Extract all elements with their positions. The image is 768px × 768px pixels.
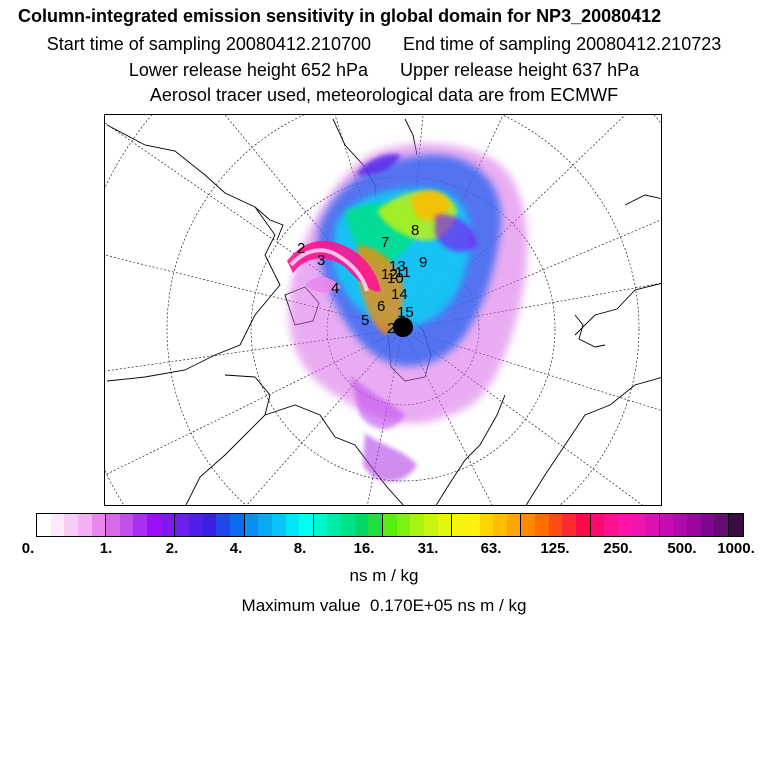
colorbar-swatch [700,514,715,536]
trajectory-label: 2 [297,240,305,257]
colorbar-swatch [423,514,438,536]
colorbar-tick: 63. [480,540,502,557]
colorbar-swatch [147,514,161,536]
trajectory-label: 7 [381,234,389,251]
maximum-value-unit: ns m / kg [457,596,527,615]
colorbar-tick: 250. [603,540,633,557]
colorbar-swatch [437,514,452,536]
colorbar-tick: 1000. [717,540,755,557]
plot-title: Column-integrated emission sensitivity i… [18,6,662,26]
colorbar-swatch [631,514,646,536]
colorbar-swatch [327,514,342,536]
sensitivity-plume [287,143,528,482]
end-time-label: End time of sampling 20080412.210723 [403,34,722,54]
start-time-label: Start time of sampling 20080412.210700 [46,34,371,54]
colorbar-swatch [479,514,494,536]
colorbar-swatch [105,514,120,536]
trajectory-label: 4 [331,280,339,297]
lower-release-label: Lower release height 652 hPa [128,60,368,80]
colorbar-swatch [160,514,175,536]
colorbar-swatch [493,514,507,536]
trajectory-label: 15 [397,304,414,321]
maximum-value-number: 0.170E+05 [370,596,453,615]
colorbar-swatch [119,514,134,536]
colorbar-swatch [354,514,369,536]
colorbar-swatch [535,514,549,536]
colorbar-swatch [645,514,659,536]
colorbar-swatch [687,514,701,536]
sampling-times: Start time of sampling 20080412.210700 En… [0,34,768,55]
colorbar-swatch [285,514,300,536]
trajectory-label: 3 [317,252,325,269]
colorbar-tick: 16. [353,540,375,557]
trajectory-label: 9 [419,254,427,271]
colorbar-swatch [548,514,563,536]
colorbar-swatch [562,514,576,536]
colorbar-swatch [216,514,230,536]
colorbar-ticks: 0. 1. 2. 4. 8. 16. 31. 63. 125. 250. 500… [0,540,768,560]
colorbar-swatch [673,514,688,536]
trajectory-labels: 2 3 4 5 6 7 8 9 10 11 12 13 14 15 20 [297,222,427,337]
colorbar-swatch [396,514,411,536]
colorbar-tick: 0. [21,540,35,557]
maximum-value: Maximum value 0.170E+05 ns m / kg [0,596,768,616]
trajectory-label: 14 [391,286,408,303]
sensitivity-map: 2 3 4 5 6 7 8 9 10 11 12 13 14 15 20 [104,114,662,506]
colorbar-swatch [50,514,65,536]
colorbar-swatch [271,514,286,536]
colorbar-swatch [520,514,536,536]
trajectory-label: 11 [395,264,411,281]
trajectory-label: 10 [387,270,404,287]
colorbar-tick: 8. [293,540,307,557]
colorbar-swatch [37,514,51,536]
colorbar-swatch [604,514,618,536]
tracer-info: Aerosol tracer used, meteorological data… [149,85,619,105]
trajectory-label: 20 [387,320,404,337]
release-heights: Lower release height 652 hPa Upper releas… [0,60,768,81]
map-svg: 2 3 4 5 6 7 8 9 10 11 12 13 14 15 20 [105,115,661,505]
colorbar-swatch [658,514,674,536]
colorbar-swatch [714,514,729,536]
colorbar-swatch [202,514,217,536]
colorbar-swatch [258,514,272,536]
maximum-value-label: Maximum value [241,596,361,615]
upper-release-label: Upper release height 637 hPa [400,60,640,80]
colorbar-swatch [91,514,106,536]
colorbar-swatch [589,514,605,536]
colorbar-swatch [382,514,397,536]
trajectory-label: 8 [411,222,419,239]
colorbar [36,513,744,537]
trajectory-label: 13 [389,258,406,275]
colorbar-unit: ns m / kg [349,566,419,585]
colorbar-swatch [465,514,480,536]
colorbar-swatch [617,514,632,536]
trajectory-label: 5 [361,312,369,329]
colorbar-swatch [506,514,521,536]
colorbar-tick: 31. [417,540,439,557]
colorbar-swatch [451,514,466,536]
colorbar-swatch [77,514,92,536]
colorbar-swatch [312,514,328,536]
colorbar-swatch [410,514,424,536]
colorbar-tick: 500. [667,540,697,557]
colorbar-swatch [64,514,78,536]
colorbar-swatch [189,514,203,536]
colorbar-tick: 125. [540,540,570,557]
colorbar-swatch [368,514,383,536]
colorbar-swatch [341,514,355,536]
colorbar-tick: 2. [165,540,179,557]
colorbar-swatch [575,514,590,536]
colorbar-swatch [243,514,259,536]
trajectory-label: 6 [377,298,385,315]
colorbar-swatch [728,514,743,536]
colorbar-swatch [174,514,190,536]
colorbar-swatch [133,514,148,536]
colorbar-swatch [299,514,313,536]
colorbar-swatch [229,514,244,536]
colorbar-tick: 1. [99,540,113,557]
colorbar-tick: 4. [229,540,243,557]
trajectory-label: 12 [381,266,398,283]
